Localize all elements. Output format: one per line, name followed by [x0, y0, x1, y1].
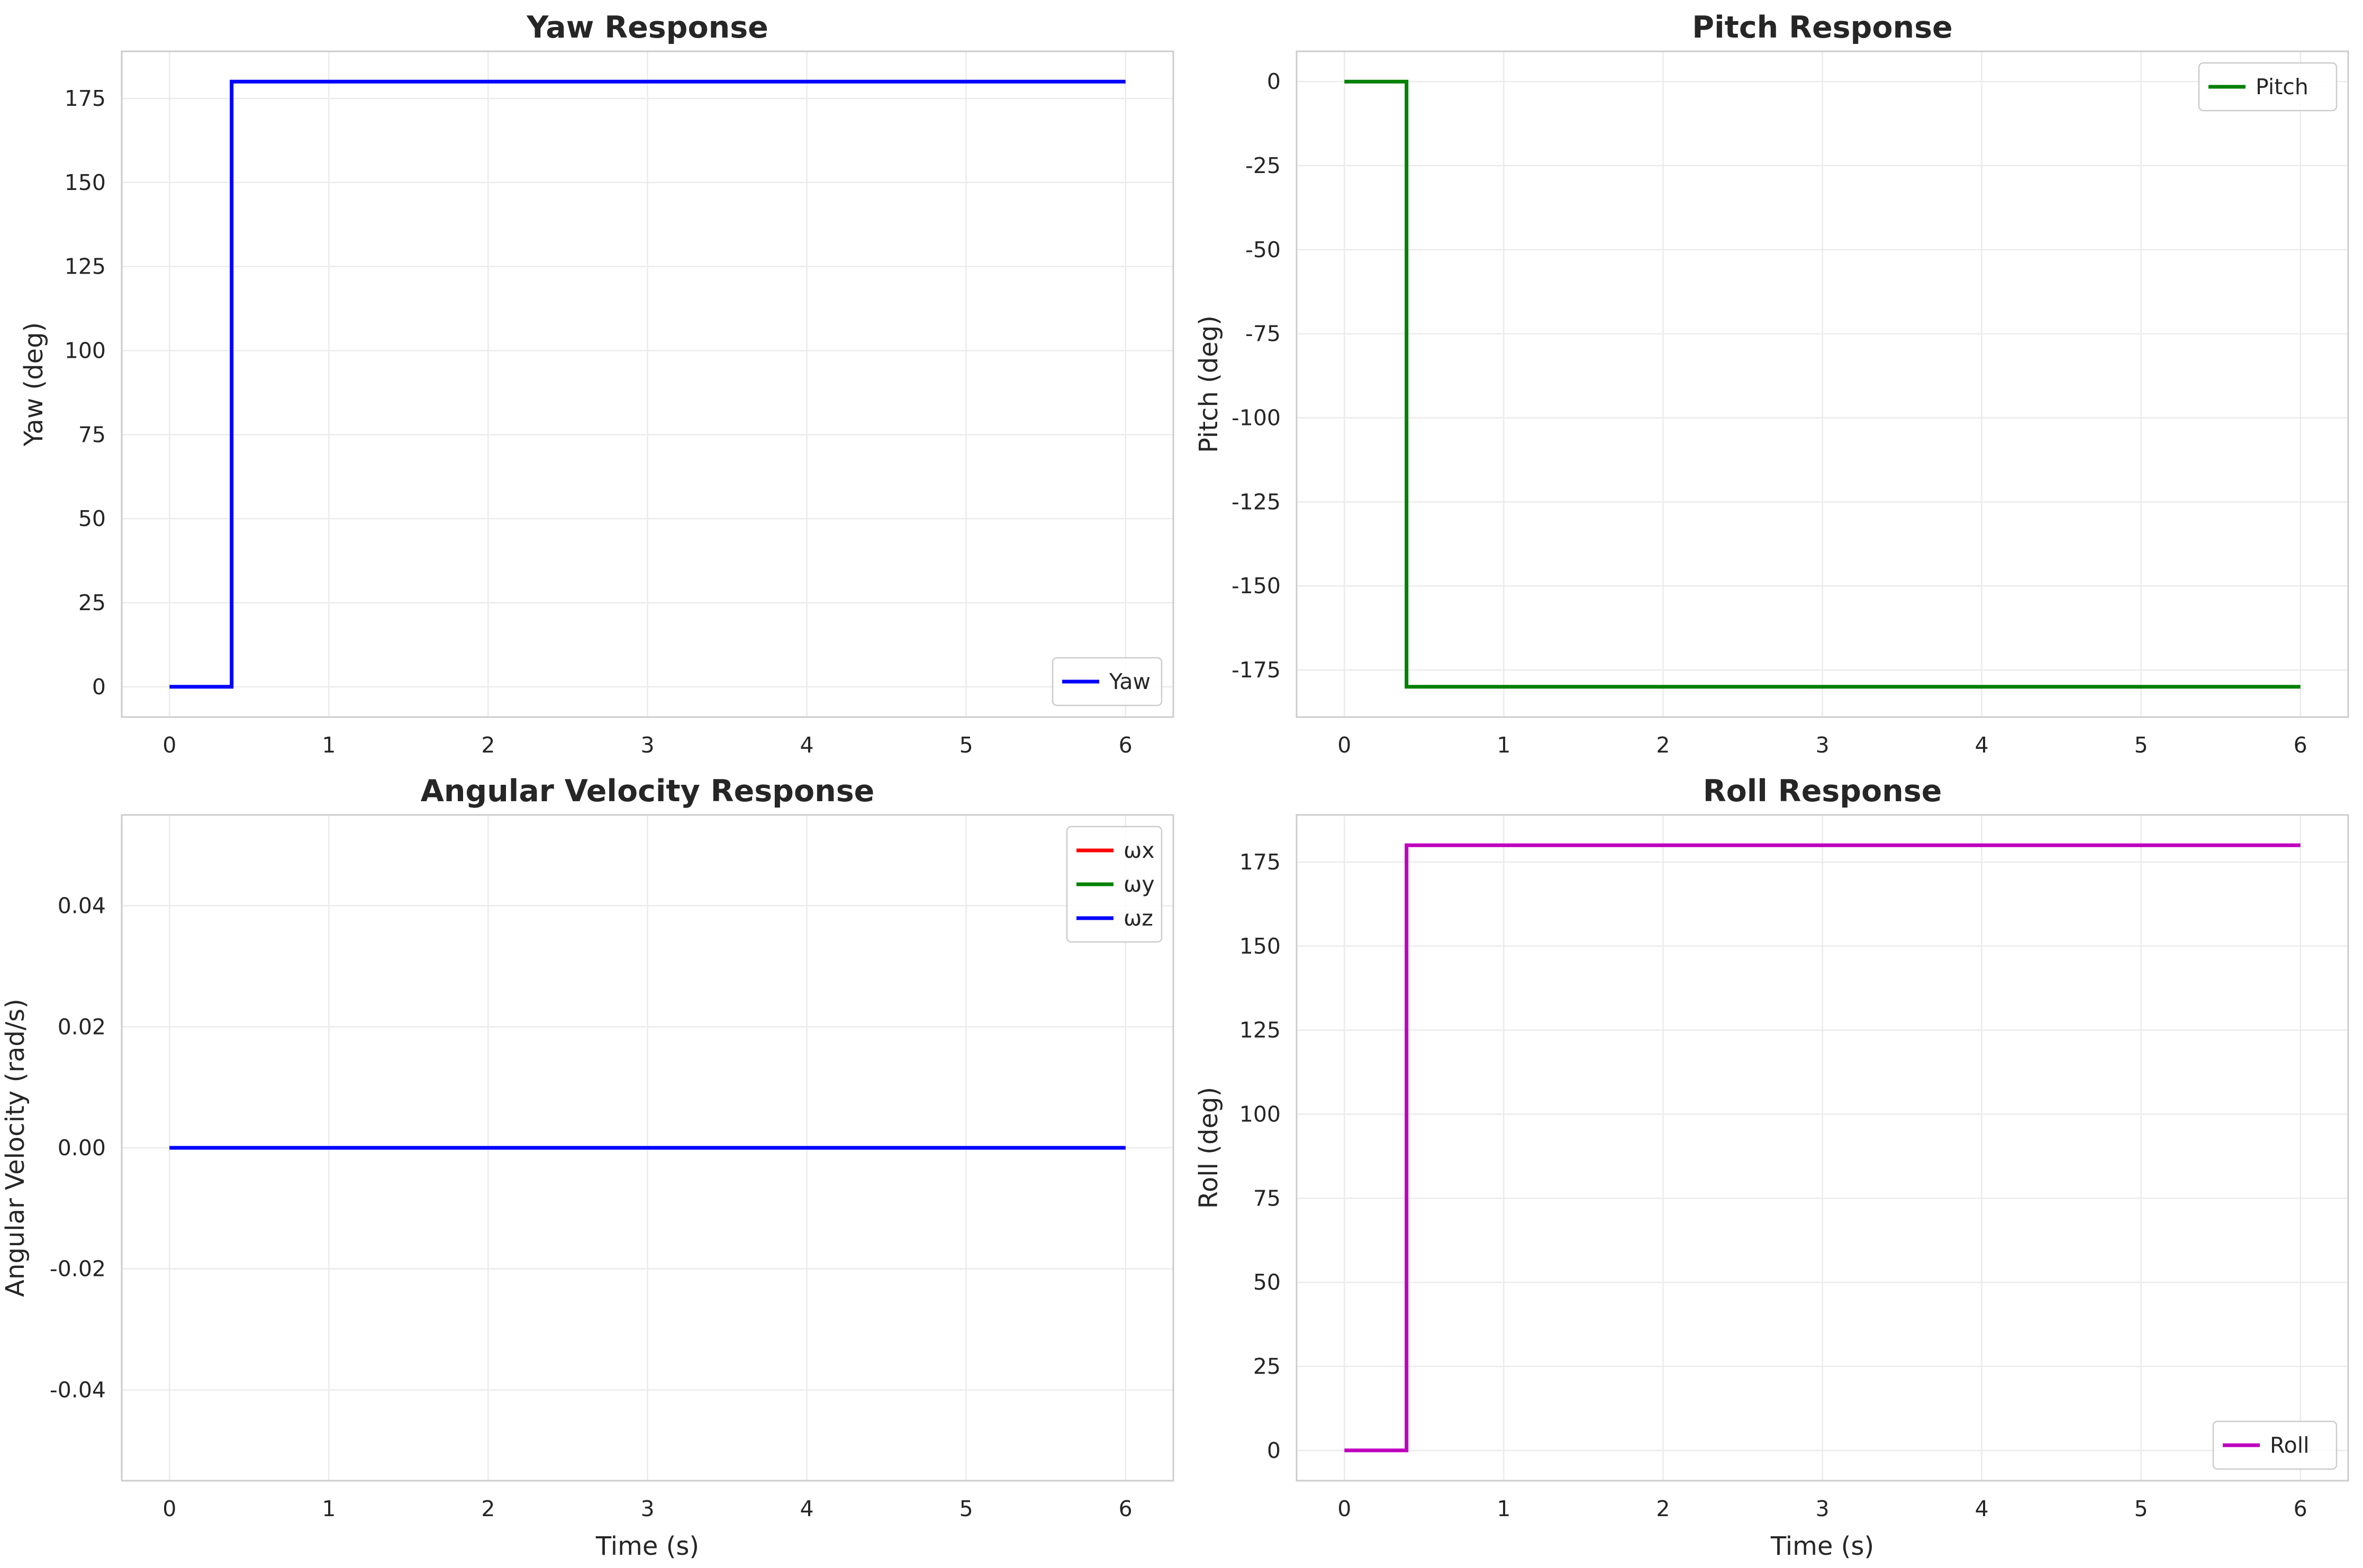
x-tick-label: 1	[1497, 1496, 1510, 1521]
y-tick-label: 75	[1253, 1185, 1281, 1211]
x-tick-label: 2	[1656, 1496, 1670, 1521]
y-tick-label: 0	[1267, 1438, 1281, 1463]
x-tick-label: 0	[1337, 732, 1351, 758]
x-tick-label: 2	[1656, 732, 1670, 758]
y-tick-label: 100	[65, 338, 106, 363]
subplot-2: 0 1 2 3 4 5 6 0 -25 -50 -75 -100 -125 -150 -175 Pitch R…	[1194, 10, 2349, 758]
x-tick-label: 3	[640, 1496, 654, 1521]
x-tick-label: 3	[640, 732, 654, 758]
y-tick-label: 75	[78, 422, 106, 447]
axes-frame	[1296, 50, 2349, 718]
legend: Yaw	[1052, 657, 1163, 706]
x-axis-label: Time (s)	[1770, 1531, 1874, 1561]
y-tick-label: -50	[1245, 237, 1281, 262]
y-tick-label: 150	[65, 170, 106, 195]
x-tick-label: 2	[481, 732, 495, 758]
y-tick-label: 25	[78, 590, 106, 615]
y-axis-label: Angular Velocity (rad/s)	[1, 999, 30, 1297]
x-tick-label: 4	[1975, 1496, 1989, 1521]
y-tick-label: -75	[1245, 321, 1281, 347]
subplot-1: 0 1 2 3 4 5 6 0 25 50 75 100 125 150 175 Yaw Response Ya…	[19, 10, 1174, 758]
y-tick-label: 150	[1239, 933, 1281, 959]
y-tick-label: 0	[92, 674, 106, 700]
x-axis-label: Time (s)	[595, 1531, 699, 1561]
chart-title: Roll Response	[1703, 774, 1942, 809]
chart-title: Pitch Response	[1692, 10, 1952, 45]
x-tick-label: 3	[1815, 1496, 1829, 1521]
y-tick-label: 0	[1267, 69, 1281, 94]
legend-box	[1052, 657, 1163, 706]
y-axis-label: Pitch (deg)	[1194, 315, 1224, 453]
y-tick-label: 100	[1239, 1101, 1281, 1127]
legend: Roll	[2212, 1420, 2338, 1470]
x-tick-label: 0	[1337, 1496, 1351, 1521]
legend-box	[2198, 62, 2338, 112]
y-tick-label: 0.00	[58, 1135, 106, 1161]
legend: Pitch	[2198, 62, 2338, 112]
x-tick-label: 4	[800, 732, 814, 758]
axes-frame	[121, 50, 1174, 718]
y-tick-label: 50	[78, 506, 106, 531]
series-line-Roll	[1344, 843, 2301, 1453]
chart-title: Angular Velocity Response	[421, 774, 875, 809]
x-tick-label: 0	[162, 732, 176, 758]
y-tick-label: -125	[1232, 489, 1281, 514]
x-tick-label: 5	[2134, 732, 2148, 758]
x-tick-label: 2	[481, 1496, 495, 1521]
y-axis-label: Yaw (deg)	[19, 322, 49, 447]
legend-label: ωx	[1124, 838, 1155, 863]
legend-label: Roll	[2270, 1433, 2310, 1458]
x-tick-label: 6	[2294, 1496, 2307, 1521]
y-tick-label: -150	[1232, 573, 1281, 599]
y-tick-label: -175	[1232, 657, 1281, 683]
x-tick-label: 4	[800, 1496, 814, 1521]
x-tick-label: 4	[1975, 732, 1989, 758]
x-tick-label: 6	[1119, 732, 1133, 758]
legend-box	[1066, 826, 1163, 943]
chart-title: Yaw Response	[526, 10, 768, 45]
y-tick-label: 0.04	[58, 893, 106, 919]
legend-label: Pitch	[2256, 74, 2308, 99]
y-tick-label: 125	[1239, 1018, 1281, 1043]
y-tick-label: -100	[1232, 405, 1281, 431]
legend: ωx ωy ωz	[1066, 826, 1163, 943]
y-tick-label: 175	[65, 86, 106, 111]
legend-label: ωy	[1124, 872, 1155, 897]
y-tick-label: 0.02	[58, 1014, 106, 1039]
x-tick-label: 3	[1815, 732, 1829, 758]
x-tick-label: 0	[162, 1496, 176, 1521]
x-tick-label: 6	[2294, 732, 2307, 758]
legend-label: Yaw	[1109, 669, 1151, 694]
y-tick-label: -0.04	[50, 1377, 106, 1402]
legend-label: ωz	[1124, 905, 1153, 931]
subplot-3: 0 1 2 3 4 5 6 0.04 0.02 0.00 -0.02 -0.04 Angular Vel…	[1, 774, 1174, 1561]
axes-frame	[121, 814, 1174, 1482]
y-tick-label: 125	[65, 254, 106, 279]
y-axis-label: Roll (deg)	[1194, 1087, 1224, 1209]
y-tick-label: -25	[1245, 153, 1281, 178]
x-tick-label: 5	[959, 732, 973, 758]
subplot-4: 0 1 2 3 4 5 6 0 25 50 75 100 125 150 175 Roll Response T…	[1194, 774, 2349, 1561]
x-tick-label: 5	[959, 1496, 973, 1521]
x-tick-label: 1	[1497, 732, 1510, 758]
series-line-Yaw	[169, 79, 1126, 689]
x-tick-label: 5	[2134, 1496, 2148, 1521]
y-tick-label: 50	[1253, 1270, 1281, 1295]
x-tick-label: 1	[322, 1496, 336, 1521]
axes-frame	[1296, 814, 2349, 1482]
y-tick-label: -0.02	[50, 1256, 106, 1282]
series-line-Pitch	[1344, 79, 2301, 689]
x-tick-label: 1	[322, 732, 336, 758]
y-tick-label: 175	[1239, 849, 1281, 875]
y-tick-label: 25	[1253, 1354, 1281, 1379]
x-tick-label: 6	[1119, 1496, 1133, 1521]
legend-box	[2212, 1420, 2338, 1470]
